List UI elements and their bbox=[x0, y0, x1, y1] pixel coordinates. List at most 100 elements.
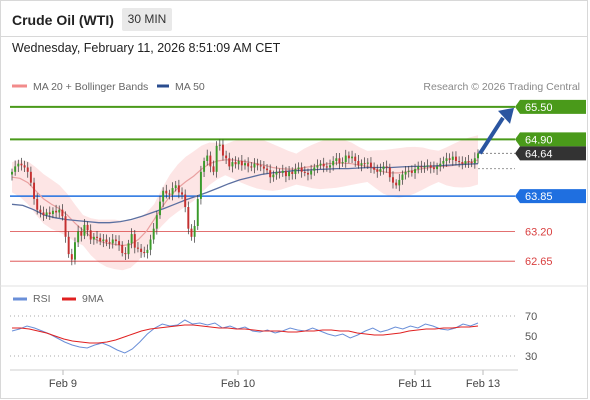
candle-body bbox=[388, 167, 391, 178]
candle-body bbox=[114, 239, 117, 242]
candle-body bbox=[360, 163, 363, 166]
candle-body bbox=[206, 155, 209, 161]
candle-body bbox=[477, 153, 479, 159]
candle-body bbox=[426, 165, 429, 167]
candle-body bbox=[294, 169, 297, 174]
level-label-65.50: 65.50 bbox=[525, 102, 553, 114]
candle-body bbox=[171, 188, 174, 195]
candle-body bbox=[398, 179, 401, 186]
candle-body bbox=[379, 169, 382, 172]
candle-body bbox=[203, 160, 206, 172]
candle-body bbox=[39, 209, 42, 213]
projection-head bbox=[498, 107, 514, 124]
candle-body bbox=[26, 167, 29, 172]
candle-body bbox=[247, 163, 250, 167]
candle-body bbox=[231, 162, 234, 167]
candle-body bbox=[14, 166, 17, 172]
candle-body bbox=[77, 231, 80, 243]
candle-body bbox=[51, 210, 54, 215]
candle-body bbox=[291, 171, 294, 174]
candle-body bbox=[454, 156, 457, 161]
candle-body bbox=[407, 170, 410, 172]
candle-body bbox=[127, 243, 130, 255]
chart-datetime: Wednesday, February 11, 2026 8:51:09 AM … bbox=[12, 41, 281, 55]
candle-body bbox=[473, 158, 476, 164]
rsi-line bbox=[11, 319, 479, 354]
x-tick-label: Feb 13 bbox=[466, 378, 500, 390]
candle-body bbox=[215, 145, 218, 172]
candle-body bbox=[297, 167, 300, 170]
candle-body bbox=[237, 160, 240, 165]
candle-body bbox=[439, 163, 442, 167]
candle-body bbox=[23, 165, 26, 168]
candle-body bbox=[228, 158, 231, 167]
candle-body bbox=[136, 247, 139, 249]
candle-body bbox=[61, 209, 64, 217]
rsi-ma-legend-label: 9MA bbox=[82, 293, 104, 305]
candle-body bbox=[199, 171, 202, 199]
level-tag-64.64 bbox=[515, 146, 586, 161]
candle-body bbox=[80, 231, 83, 236]
candle-body bbox=[253, 163, 256, 168]
candle-body bbox=[124, 253, 127, 255]
candle-body bbox=[155, 215, 158, 229]
candle-body bbox=[284, 170, 287, 177]
candle-body bbox=[159, 201, 161, 216]
candle-body bbox=[338, 158, 341, 164]
candle-body bbox=[193, 225, 196, 237]
candle-body bbox=[225, 155, 228, 159]
bollinger-bands bbox=[12, 135, 478, 271]
level-tag-63.85 bbox=[515, 189, 586, 204]
level-labels: 65.50 64.90 64.64 63.85 63.20 62.65 bbox=[515, 99, 586, 268]
candle-body bbox=[168, 193, 171, 195]
level-label-64.64: 64.64 bbox=[525, 148, 553, 160]
candle-body bbox=[278, 171, 281, 173]
candle-body bbox=[99, 237, 102, 242]
candle-body bbox=[89, 230, 92, 240]
candle-body bbox=[244, 163, 246, 166]
candle-body bbox=[221, 144, 224, 156]
candle-body bbox=[423, 166, 426, 168]
candle-body bbox=[165, 190, 168, 194]
candle-body bbox=[385, 166, 388, 168]
candle-body bbox=[48, 212, 51, 215]
candle-body bbox=[102, 239, 105, 242]
level-label-64.90: 64.90 bbox=[525, 134, 553, 146]
candle-body bbox=[146, 249, 149, 254]
candle-body bbox=[316, 165, 319, 168]
candle-body bbox=[373, 167, 376, 170]
level-tag-65.50 bbox=[515, 99, 586, 114]
candle-body bbox=[392, 177, 394, 183]
candle-body bbox=[42, 212, 45, 216]
candle-body bbox=[196, 198, 199, 226]
candle-body bbox=[121, 244, 124, 254]
ma50-line bbox=[11, 163, 479, 224]
timeframe-badge[interactable]: 30 MIN bbox=[122, 8, 172, 31]
candle-body bbox=[313, 167, 316, 171]
candle-body bbox=[70, 254, 73, 260]
candle-body bbox=[467, 160, 470, 163]
candle-body bbox=[256, 163, 259, 166]
candle-body bbox=[64, 216, 67, 237]
rsi-tick-50: 50 bbox=[525, 331, 537, 343]
candle-body bbox=[212, 166, 215, 172]
candle-body bbox=[108, 242, 111, 244]
candle-body bbox=[451, 156, 454, 160]
candle-body bbox=[111, 239, 114, 244]
candle-body bbox=[140, 248, 143, 252]
candle-body bbox=[133, 234, 136, 248]
candle-body bbox=[319, 163, 322, 166]
candle-body bbox=[187, 207, 190, 229]
ma50-legend-label: MA 50 bbox=[175, 81, 205, 93]
instrument-title: Crude Oil (WTI) bbox=[12, 12, 114, 28]
x-tick-label: Feb 11 bbox=[398, 378, 431, 390]
x-axis-ticks: Feb 9 Feb 10 Feb 11 Feb 13 bbox=[49, 370, 500, 390]
candle-body bbox=[382, 166, 385, 170]
candle-body bbox=[461, 162, 464, 164]
candle-body bbox=[351, 156, 354, 159]
candle-body bbox=[92, 236, 95, 240]
candle-body bbox=[259, 165, 262, 167]
candle-body bbox=[332, 160, 335, 166]
candle-body bbox=[143, 251, 146, 254]
projection-arrow bbox=[478, 107, 514, 155]
